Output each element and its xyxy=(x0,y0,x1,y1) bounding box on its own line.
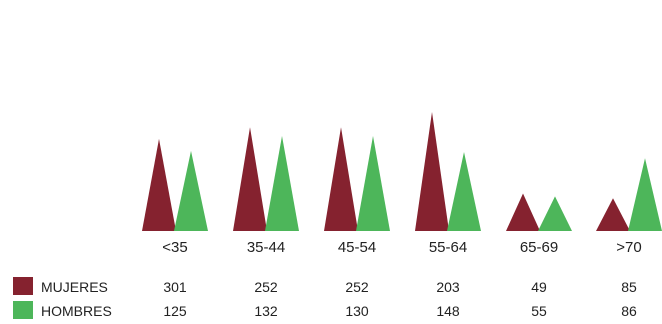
value-hombres-1: 132 xyxy=(254,303,278,319)
category-label: >70 xyxy=(616,239,641,256)
bar-mujeres-2 xyxy=(324,127,358,231)
category-labels: <35 35-44 45-54 55-64 65-69 >70 xyxy=(162,239,641,256)
category-label: 65-69 xyxy=(520,239,558,256)
bar-hombres-2 xyxy=(356,135,390,231)
bar-mujeres-3 xyxy=(415,111,449,231)
category-label: 55-64 xyxy=(429,239,467,256)
chart-marks xyxy=(142,111,662,231)
bar-hombres-1 xyxy=(265,135,299,231)
category-label: <35 xyxy=(162,239,187,256)
legend: MUJERES HOMBRES xyxy=(13,277,112,319)
legend-swatch-mujeres xyxy=(13,277,33,295)
value-mujeres-5: 85 xyxy=(621,279,637,295)
bar-hombres-4 xyxy=(538,196,572,231)
legend-label-hombres: HOMBRES xyxy=(41,303,112,319)
bar-hombres-0 xyxy=(174,150,208,231)
bar-mujeres-4 xyxy=(506,193,540,231)
value-hombres-4: 55 xyxy=(531,303,547,319)
value-mujeres-2: 252 xyxy=(345,279,369,295)
value-mujeres-0: 301 xyxy=(163,279,187,295)
data-table: 301 252 252 203 49 85 125 132 130 148 55 86 xyxy=(163,279,637,319)
value-hombres-0: 125 xyxy=(163,303,187,319)
value-mujeres-3: 203 xyxy=(436,279,460,295)
value-mujeres-4: 49 xyxy=(531,279,547,295)
bar-hombres-5 xyxy=(628,158,662,231)
value-hombres-3: 148 xyxy=(436,303,460,319)
legend-label-mujeres: MUJERES xyxy=(41,279,108,295)
category-label: 45-54 xyxy=(338,239,376,256)
value-mujeres-1: 252 xyxy=(254,279,278,295)
value-hombres-5: 86 xyxy=(621,303,637,319)
bar-mujeres-5 xyxy=(596,198,630,231)
bar-hombres-3 xyxy=(447,152,481,231)
bar-mujeres-0 xyxy=(142,138,176,231)
value-hombres-2: 130 xyxy=(345,303,369,319)
bar-mujeres-1 xyxy=(233,127,267,231)
legend-swatch-hombres xyxy=(13,301,33,319)
category-label: 35-44 xyxy=(247,239,285,256)
